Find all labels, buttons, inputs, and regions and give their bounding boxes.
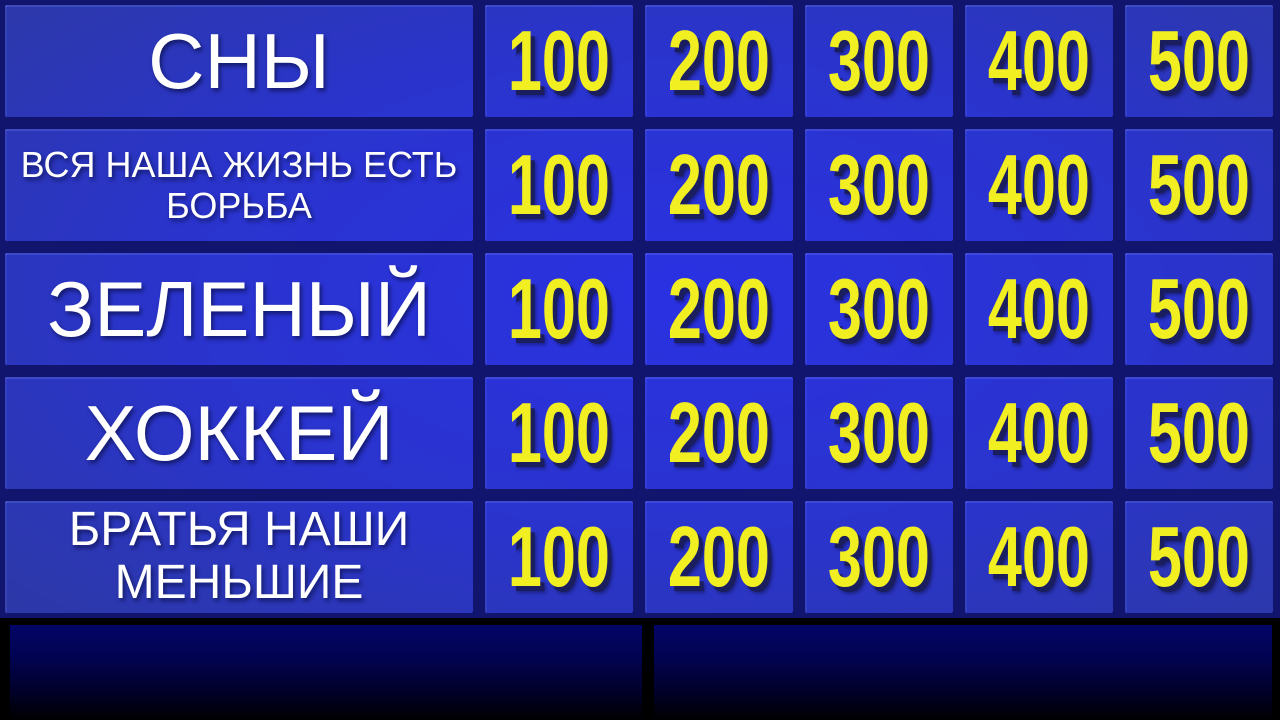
question-value: 400 xyxy=(987,13,1091,109)
category-cell: ХОККЕЙ xyxy=(5,377,473,489)
player-panels xyxy=(0,618,1280,720)
question-value: 400 xyxy=(987,261,1091,357)
question-cell[interactable]: 500 xyxy=(1125,129,1273,241)
question-value: 300 xyxy=(827,13,931,109)
question-value: 500 xyxy=(1147,385,1251,481)
bottom-panel-left xyxy=(10,625,642,720)
question-cell[interactable]: 100 xyxy=(485,129,633,241)
question-value: 400 xyxy=(987,385,1091,481)
question-cell[interactable]: 200 xyxy=(645,129,793,241)
question-cell[interactable]: 300 xyxy=(805,5,953,117)
question-cell[interactable]: 400 xyxy=(965,129,1113,241)
question-cell[interactable]: 400 xyxy=(965,253,1113,365)
question-value: 400 xyxy=(987,137,1091,233)
question-cell[interactable]: 200 xyxy=(645,377,793,489)
question-cell[interactable]: 400 xyxy=(965,377,1113,489)
question-value: 300 xyxy=(827,261,931,357)
question-value: 100 xyxy=(507,13,611,109)
question-value: 100 xyxy=(507,137,611,233)
question-cell[interactable]: 200 xyxy=(645,501,793,613)
category-cell: ВСЯ НАША ЖИЗНЬ ЕСТЬ БОРЬБА xyxy=(5,129,473,241)
question-cell[interactable]: 500 xyxy=(1125,5,1273,117)
question-value: 300 xyxy=(827,137,931,233)
question-value: 400 xyxy=(987,509,1091,605)
question-cell[interactable]: 500 xyxy=(1125,501,1273,613)
question-value: 500 xyxy=(1147,509,1251,605)
question-cell[interactable]: 300 xyxy=(805,129,953,241)
question-value: 300 xyxy=(827,385,931,481)
question-value: 200 xyxy=(667,13,771,109)
question-value: 200 xyxy=(667,509,771,605)
question-cell[interactable]: 100 xyxy=(485,5,633,117)
question-cell[interactable]: 300 xyxy=(805,377,953,489)
question-cell[interactable]: 100 xyxy=(485,377,633,489)
question-value: 500 xyxy=(1147,13,1251,109)
question-cell[interactable]: 500 xyxy=(1125,377,1273,489)
question-cell[interactable]: 400 xyxy=(965,5,1113,117)
bottom-panel-right xyxy=(654,625,1272,720)
category-cell: СНЫ xyxy=(5,5,473,117)
question-value: 100 xyxy=(507,385,611,481)
question-cell[interactable]: 300 xyxy=(805,253,953,365)
category-cell: БРАТЬЯ НАШИ МЕНЬШИЕ xyxy=(5,501,473,613)
question-value: 200 xyxy=(667,137,771,233)
question-value: 100 xyxy=(507,261,611,357)
question-value: 500 xyxy=(1147,137,1251,233)
question-value: 200 xyxy=(667,261,771,357)
question-value: 100 xyxy=(507,509,611,605)
category-cell: ЗЕЛЕНЫЙ xyxy=(5,253,473,365)
question-cell[interactable]: 400 xyxy=(965,501,1113,613)
question-cell[interactable]: 200 xyxy=(645,5,793,117)
question-value: 200 xyxy=(667,385,771,481)
question-cell[interactable]: 300 xyxy=(805,501,953,613)
question-value: 300 xyxy=(827,509,931,605)
question-value: 500 xyxy=(1147,261,1251,357)
question-cell[interactable]: 500 xyxy=(1125,253,1273,365)
question-cell[interactable]: 200 xyxy=(645,253,793,365)
question-cell[interactable]: 100 xyxy=(485,253,633,365)
question-cell[interactable]: 100 xyxy=(485,501,633,613)
jeopardy-board: СНЫ 100 200 300 400 500 ВСЯ НАША ЖИЗНЬ Е… xyxy=(0,0,1280,618)
